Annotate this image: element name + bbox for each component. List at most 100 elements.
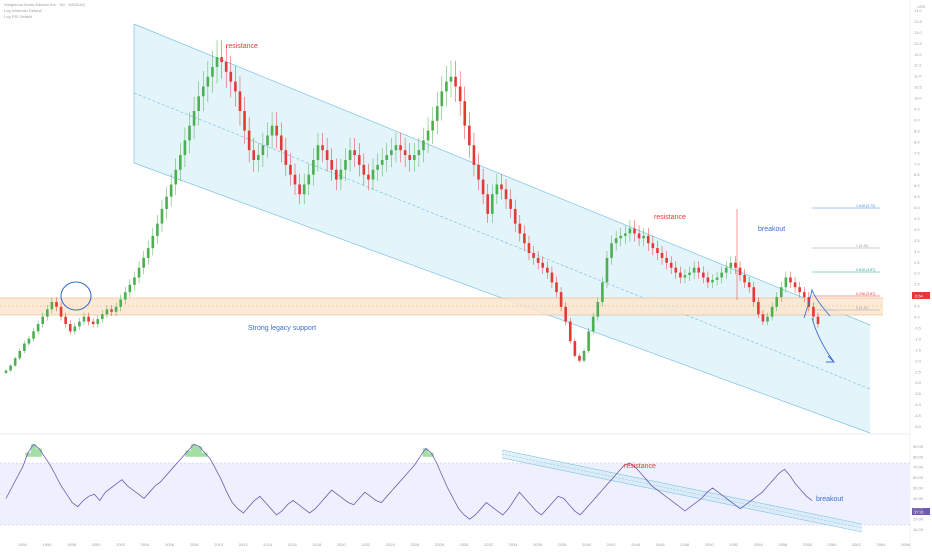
candle-body: [192, 111, 196, 126]
time-tick-label: 2034: [509, 542, 519, 547]
candle-body: [179, 155, 182, 170]
indicator-ichimoku-label: Log Ichimoku Default: [4, 8, 42, 13]
candle-body: [206, 76, 210, 87]
rsi-channel-top: [501, 449, 863, 525]
candle-body: [344, 159, 347, 170]
price-tick-label: 12.0: [914, 52, 923, 57]
candle-body: [559, 292, 563, 307]
candle-body: [183, 140, 187, 156]
candle-body: [656, 248, 659, 253]
candle-body: [238, 91, 242, 111]
price-tick-label: 6.0: [914, 183, 920, 188]
candle-body: [523, 233, 526, 244]
candle-body: [247, 130, 251, 151]
price-tick-label: 13.0: [914, 30, 923, 35]
candle-body: [624, 233, 627, 236]
candle-body: [339, 169, 343, 180]
candle-body: [367, 174, 370, 180]
candle-body: [385, 155, 389, 160]
price-tick-label: -0.5: [914, 325, 922, 330]
candle-body: [289, 164, 292, 175]
time-tick-label: 2022: [361, 542, 371, 547]
price-tick-label: 2.0: [914, 271, 920, 276]
time-tick-label: 2040: [582, 542, 592, 547]
rsi-overbought-segment: [190, 444, 197, 457]
candle-body: [417, 150, 421, 156]
price-tick-label: 13.5: [914, 19, 923, 24]
candle-body: [468, 125, 471, 146]
support-zone: [0, 298, 883, 315]
last-price-text: 2.64: [915, 294, 924, 299]
indicator-rsi-label: Log RSI Default: [4, 14, 33, 19]
candle-body: [504, 189, 508, 200]
price-tick-label: -3.0: [914, 380, 922, 385]
rsi-value-text: 37.91: [914, 510, 925, 515]
time-tick-label: 2064: [876, 542, 886, 547]
candle-body: [573, 341, 577, 356]
price-tick-label: 0.0: [914, 315, 920, 320]
candle-body: [45, 309, 49, 317]
rsi-tick-label: 10.00: [913, 527, 924, 532]
candle-body: [123, 292, 127, 300]
candle-body: [614, 238, 618, 244]
candle-body: [582, 350, 586, 361]
channel-upper-line: [133, 23, 871, 326]
time-tick-label: 2004: [141, 542, 151, 547]
price-tick-label: 4.5: [914, 216, 920, 221]
price-tick-label: 7.0: [914, 161, 920, 166]
time-tick-label: 2020: [337, 542, 347, 547]
price-tick-label: 7.5: [914, 150, 920, 155]
time-tick-label: 2012: [239, 542, 249, 547]
time-tick-label: 2050: [705, 542, 715, 547]
candle-body: [78, 321, 81, 327]
candle-body: [142, 257, 145, 268]
candle-body: [513, 208, 517, 224]
candle-body: [527, 243, 531, 253]
candle-body: [160, 208, 164, 224]
candle-body: [105, 309, 109, 315]
time-tick-label: 2042: [607, 542, 617, 547]
candle-body: [422, 140, 425, 151]
price-tick-label: -2.0: [914, 358, 922, 363]
candle-body: [715, 277, 719, 280]
candle-body: [114, 306, 118, 312]
candle-body: [151, 235, 155, 249]
time-tick-label: 2044: [631, 542, 641, 547]
candle-body: [110, 309, 113, 312]
candle-body: [747, 282, 751, 288]
candle-body: [683, 275, 687, 278]
candle-body: [729, 262, 733, 268]
candle-body: [18, 350, 22, 359]
candle-body: [431, 120, 434, 131]
candle-body: [133, 277, 136, 285]
time-tick-label: 2014: [263, 542, 273, 547]
candle-body: [330, 159, 334, 170]
candle-body: [619, 235, 623, 239]
time-tick-label: 2058: [803, 542, 813, 547]
candle-body: [587, 331, 590, 351]
candle-body: [816, 316, 820, 324]
candle-body: [445, 81, 448, 92]
price-tick-label: -1.5: [914, 347, 922, 352]
candle-body: [32, 331, 35, 339]
candle-body: [82, 316, 86, 322]
candle-body: [312, 159, 315, 175]
time-tick-label: 2030: [460, 542, 470, 547]
candle-body: [610, 243, 613, 258]
candle-body: [215, 57, 219, 67]
time-tick-label: 1994: [18, 542, 28, 547]
time-tick-label: 2048: [680, 542, 690, 547]
time-tick-label: 2002: [116, 542, 126, 547]
time-tick-label: 2036: [533, 542, 543, 547]
time-tick-label: 2054: [754, 542, 764, 547]
rsi-resistance-label: resistance: [624, 463, 656, 470]
candle-body: [601, 282, 604, 302]
price-tick-label: 9.5: [914, 107, 920, 112]
candle-body: [403, 150, 407, 156]
time-tick-label: 2010: [214, 542, 224, 547]
symbol-title: Walgreens Boots Alliance Inc · 1M · NASD…: [4, 2, 86, 7]
price-candles: [4, 40, 820, 375]
rsi-overbought-segment: [201, 452, 208, 457]
candle-body: [36, 324, 40, 332]
last-price-tag: [912, 292, 930, 299]
